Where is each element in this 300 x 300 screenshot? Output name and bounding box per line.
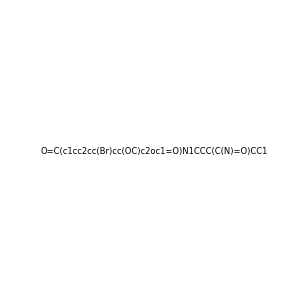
Text: O=C(c1cc2cc(Br)cc(OC)c2oc1=O)N1CCC(C(N)=O)CC1: O=C(c1cc2cc(Br)cc(OC)c2oc1=O)N1CCC(C(N)=…	[40, 147, 267, 156]
